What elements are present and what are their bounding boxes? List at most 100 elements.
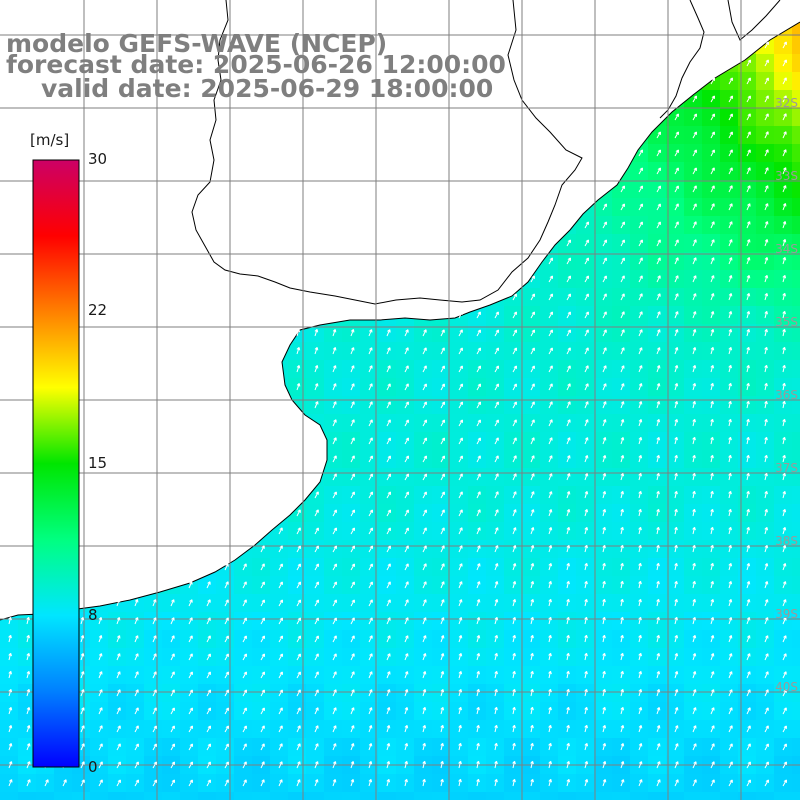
wind-arrow [494, 455, 499, 463]
wind-speed-cell [306, 576, 324, 594]
wind-speed-cell [738, 630, 756, 648]
wind-speed-cell [612, 324, 630, 342]
wind-speed-cell [594, 486, 612, 504]
wind-arrow [224, 779, 229, 787]
wind-speed-cell [306, 666, 324, 684]
wind-speed-cell [576, 414, 594, 432]
wind-arrow [314, 653, 319, 661]
wind-speed-cell [486, 342, 504, 360]
wind-arrow [98, 707, 103, 715]
wind-speed-cell [378, 666, 396, 684]
wind-arrow [674, 257, 679, 265]
wind-arrow [260, 653, 265, 661]
wind-arrow [728, 671, 733, 679]
wind-arrow [548, 509, 553, 517]
wind-arrow [404, 778, 408, 787]
wind-arrow [692, 203, 697, 211]
wind-arrow [692, 329, 697, 337]
wind-arrow [620, 724, 625, 733]
wind-speed-cell [432, 738, 450, 756]
wind-arrow [440, 491, 445, 499]
wind-arrow [494, 491, 499, 499]
wind-speed-cell [396, 360, 414, 378]
wind-speed-cell [486, 540, 504, 558]
wind-speed-cell [0, 738, 18, 756]
wind-speed-cell [612, 378, 630, 396]
wind-arrow [764, 203, 769, 211]
wind-speed-cell [666, 504, 684, 522]
wind-speed-cell [540, 432, 558, 450]
wind-speed-cell [216, 792, 234, 804]
wind-arrow [638, 167, 643, 175]
wind-arrow [314, 779, 319, 787]
wind-arrow [350, 365, 355, 373]
wind-arrow [260, 779, 265, 787]
wind-arrow [224, 689, 229, 697]
wind-arrow [674, 761, 679, 769]
wind-arrow [728, 149, 733, 157]
wind-speed-cell [666, 342, 684, 360]
wind-speed-cell [270, 630, 288, 648]
wind-speed-cell [756, 720, 774, 738]
wind-arrow [620, 761, 625, 769]
wind-arrow [584, 688, 588, 697]
wind-arrow [296, 346, 301, 355]
wind-speed-cell [612, 612, 630, 630]
wind-speed-cell [684, 666, 702, 684]
wind-speed-cell [666, 684, 684, 702]
wind-arrow [332, 563, 337, 571]
wind-arrow [152, 671, 157, 679]
wind-speed-cell [594, 450, 612, 468]
wind-speed-cell [270, 540, 288, 558]
wind-arrow [116, 725, 121, 733]
wind-arrow [314, 365, 319, 373]
wind-speed-cell [432, 324, 450, 342]
wind-speed-cell [720, 594, 738, 612]
wind-speed-cell [414, 540, 432, 558]
wind-speed-cell [342, 504, 360, 522]
wind-arrow [728, 436, 732, 445]
wind-arrow [584, 706, 588, 715]
wind-arrow [620, 526, 624, 535]
wind-speed-cell [522, 486, 540, 504]
wind-speed-cell [594, 702, 612, 720]
wind-arrow [188, 779, 193, 787]
wind-arrow [332, 635, 337, 643]
wind-arrow [764, 743, 769, 751]
wind-arrow [440, 545, 445, 553]
wind-arrow [746, 599, 751, 607]
wind-speed-cell [270, 720, 288, 738]
wind-arrow [494, 311, 499, 319]
wind-speed-cell [738, 270, 756, 288]
wind-speed-cell [774, 342, 792, 360]
wind-arrow [782, 364, 786, 373]
wind-speed-cell [630, 450, 648, 468]
wind-arrow [782, 203, 787, 211]
wind-speed-cell [144, 630, 162, 648]
wind-arrow [350, 707, 355, 715]
wind-arrow [620, 490, 624, 499]
wind-speed-cell [792, 612, 800, 630]
wind-speed-cell [288, 648, 306, 666]
wind-speed-cell [594, 216, 612, 234]
wind-arrow [350, 437, 355, 445]
wind-speed-cell [486, 702, 504, 720]
wind-arrow [440, 401, 445, 409]
wind-speed-cell [684, 684, 702, 702]
wind-arrow [656, 634, 660, 643]
wind-arrow [296, 725, 301, 733]
wind-speed-cell [414, 414, 432, 432]
wind-arrow [764, 131, 769, 139]
wind-speed-cell [612, 450, 630, 468]
wind-speed-cell [702, 720, 720, 738]
wind-speed-cell [216, 666, 234, 684]
wind-arrow [782, 653, 787, 661]
wind-speed-cell [360, 702, 378, 720]
wind-arrow [368, 545, 373, 553]
wind-arrow [476, 688, 480, 697]
wind-speed-cell [684, 144, 702, 162]
wind-speed-cell [792, 162, 800, 180]
wind-speed-cell [0, 774, 18, 792]
wind-arrow [458, 365, 463, 373]
wind-arrow [656, 418, 661, 427]
